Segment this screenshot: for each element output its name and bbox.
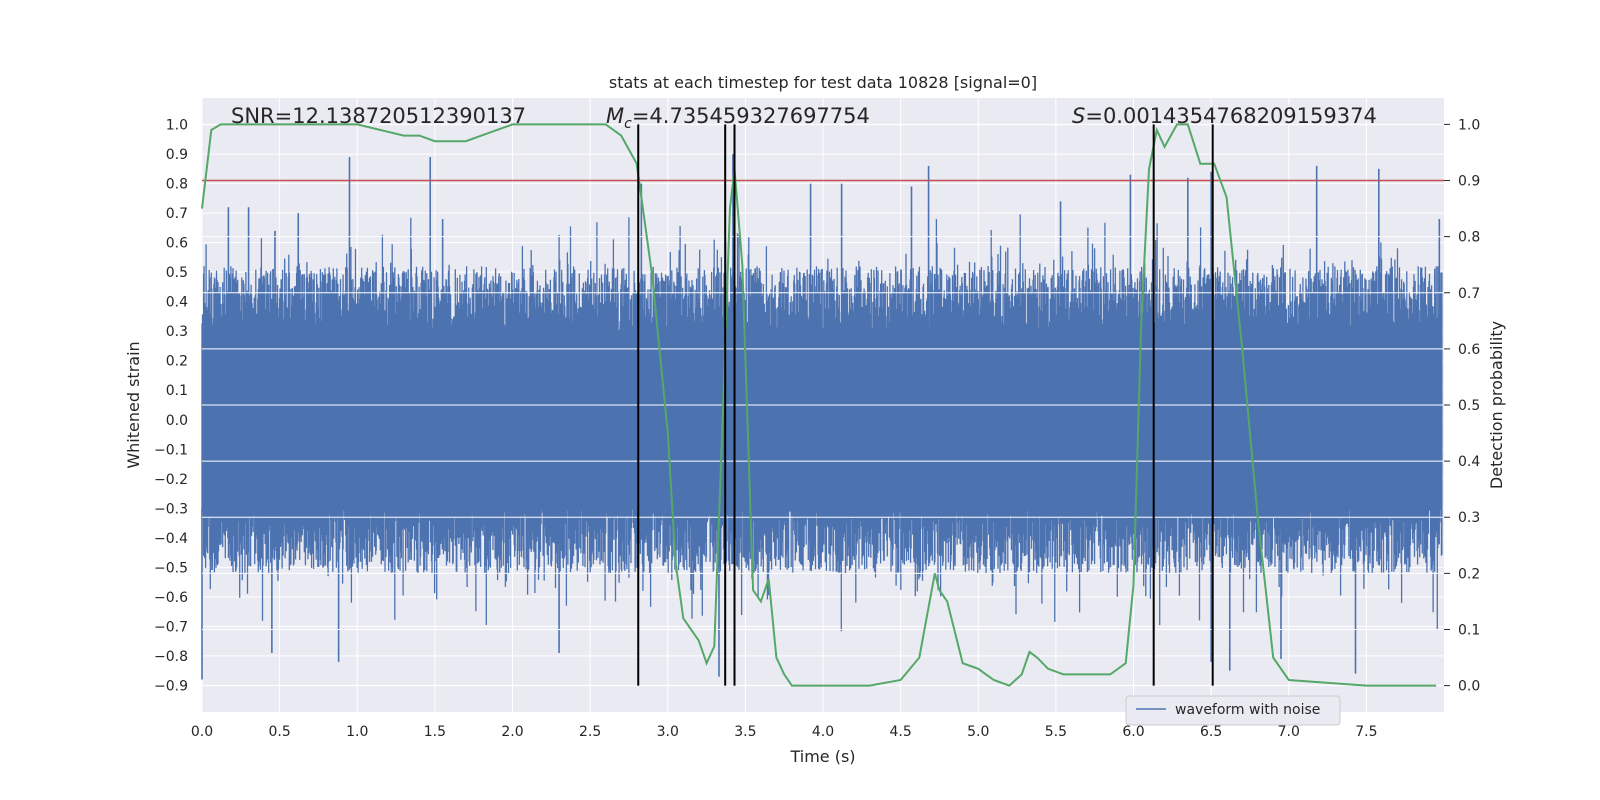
y-tick-label: 0.3 <box>166 324 188 340</box>
y-axis-ticks: 1.0 0.9 0.8 0.7 0.6 0.5 0.4 0.3 0.2 0.1 0.0 −0.1 −0.… <box>154 118 188 695</box>
y-tick-label: −0.7 <box>154 619 188 635</box>
y-right-tick-label: 1.0 <box>1458 117 1480 133</box>
x-tick-label: 3.5 <box>734 724 756 740</box>
chirp-mass-value: =4.735459327697754 <box>632 104 870 128</box>
y-tick-label: −0.3 <box>154 501 188 517</box>
waveform-core-band <box>202 331 1443 509</box>
y-tick-label: 0.6 <box>166 236 188 252</box>
y-tick-label: 0.0 <box>166 413 188 429</box>
snr-annotation: SNR=12.138720512390137 <box>231 104 526 128</box>
legend-box <box>1125 695 1341 726</box>
y-tick-label: −0.8 <box>154 649 188 665</box>
y-tick-label: 0.2 <box>166 354 188 370</box>
legend-label: waveform with noise <box>1175 702 1320 718</box>
y-tick-label: −0.9 <box>154 678 188 694</box>
x-tick-label: 6.5 <box>1200 724 1222 740</box>
chirp-mass-symbol: M <box>606 104 624 128</box>
y-tick-label: −0.6 <box>154 590 188 606</box>
chirp-mass-annotation: Mc=4.735459327697754 <box>606 104 870 132</box>
waveform-with-noise-series <box>201 214 1443 632</box>
s-value: =0.0014354768209159374 <box>1085 104 1377 128</box>
y-tick-label: −0.5 <box>154 560 188 576</box>
y-axis-right-label: Detection probability <box>1487 321 1506 489</box>
y-right-tick-label: 0.6 <box>1458 342 1480 358</box>
detection-probability-line <box>201 123 1437 687</box>
s-annotation: S=0.0014354768209159374 <box>1072 104 1377 128</box>
x-tick-label: 1.5 <box>424 724 446 740</box>
x-tick-label: 6.0 <box>1122 724 1144 740</box>
x-tick-label: 2.5 <box>579 724 601 740</box>
x-tick-label: 4.5 <box>889 724 911 740</box>
y-tick-label: −0.4 <box>154 531 188 547</box>
chirp-mass-subscript: c <box>624 116 632 132</box>
y-tick-label: 0.4 <box>166 295 188 311</box>
y-right-tick-label: 0.5 <box>1458 398 1480 414</box>
chart-title: stats at each timestep for test data 108… <box>609 73 1037 92</box>
x-tick-label: 4.0 <box>812 724 834 740</box>
x-tick-label: 5.5 <box>1045 724 1067 740</box>
waveform-spikes <box>201 154 1441 680</box>
y-tick-label: −0.2 <box>154 472 188 488</box>
vertical-markers <box>637 124 1214 686</box>
y-right-tick-label: 0.4 <box>1458 454 1480 470</box>
y-right-tick-label: 0.2 <box>1458 566 1480 582</box>
legend: waveform with noise <box>1125 695 1341 726</box>
y-right-tick-label: 0.0 <box>1458 679 1480 695</box>
y-right-tick-label: 0.8 <box>1458 230 1480 246</box>
x-tick-label: 5.0 <box>967 724 989 740</box>
x-tick-label: 7.0 <box>1278 724 1300 740</box>
y-axis-label: Whitened strain <box>124 341 143 468</box>
y-right-tick-label: 0.1 <box>1458 622 1480 638</box>
y-tick-label: 0.1 <box>166 383 188 399</box>
y-right-tick-label: 0.7 <box>1458 286 1480 302</box>
y-axis-right-ticks: 1.0 0.9 0.8 0.7 0.6 0.5 0.4 0.3 0.2 0.1 0.0 <box>1444 117 1480 695</box>
y-tick-label: 1.0 <box>166 118 188 134</box>
y-tick-label: −0.1 <box>154 442 188 458</box>
x-axis-label: Time (s) <box>789 747 855 766</box>
y-tick-label: 0.8 <box>166 177 188 193</box>
y-tick-label: 0.9 <box>166 147 188 163</box>
x-tick-label: 0.5 <box>268 724 290 740</box>
detection-probability-series <box>201 123 1437 687</box>
x-tick-label: 1.0 <box>346 724 368 740</box>
y-right-tick-label: 0.3 <box>1458 510 1480 526</box>
y-right-tick-label: 0.9 <box>1458 174 1480 190</box>
x-tick-label: 7.5 <box>1355 724 1377 740</box>
x-tick-label: 0.0 <box>191 724 213 740</box>
y-tick-label: 0.5 <box>166 265 188 281</box>
x-tick-label: 3.0 <box>657 724 679 740</box>
grid-y-right <box>202 123 1444 687</box>
x-tick-label: 2.0 <box>501 724 523 740</box>
s-symbol: S <box>1072 104 1085 128</box>
x-axis-ticks: 0.0 0.5 1.0 1.5 2.0 2.5 3.0 3.5 4.0 4.5 5.0 5.5 6.0 6… <box>191 724 1378 740</box>
y-tick-label: 0.7 <box>166 206 188 222</box>
